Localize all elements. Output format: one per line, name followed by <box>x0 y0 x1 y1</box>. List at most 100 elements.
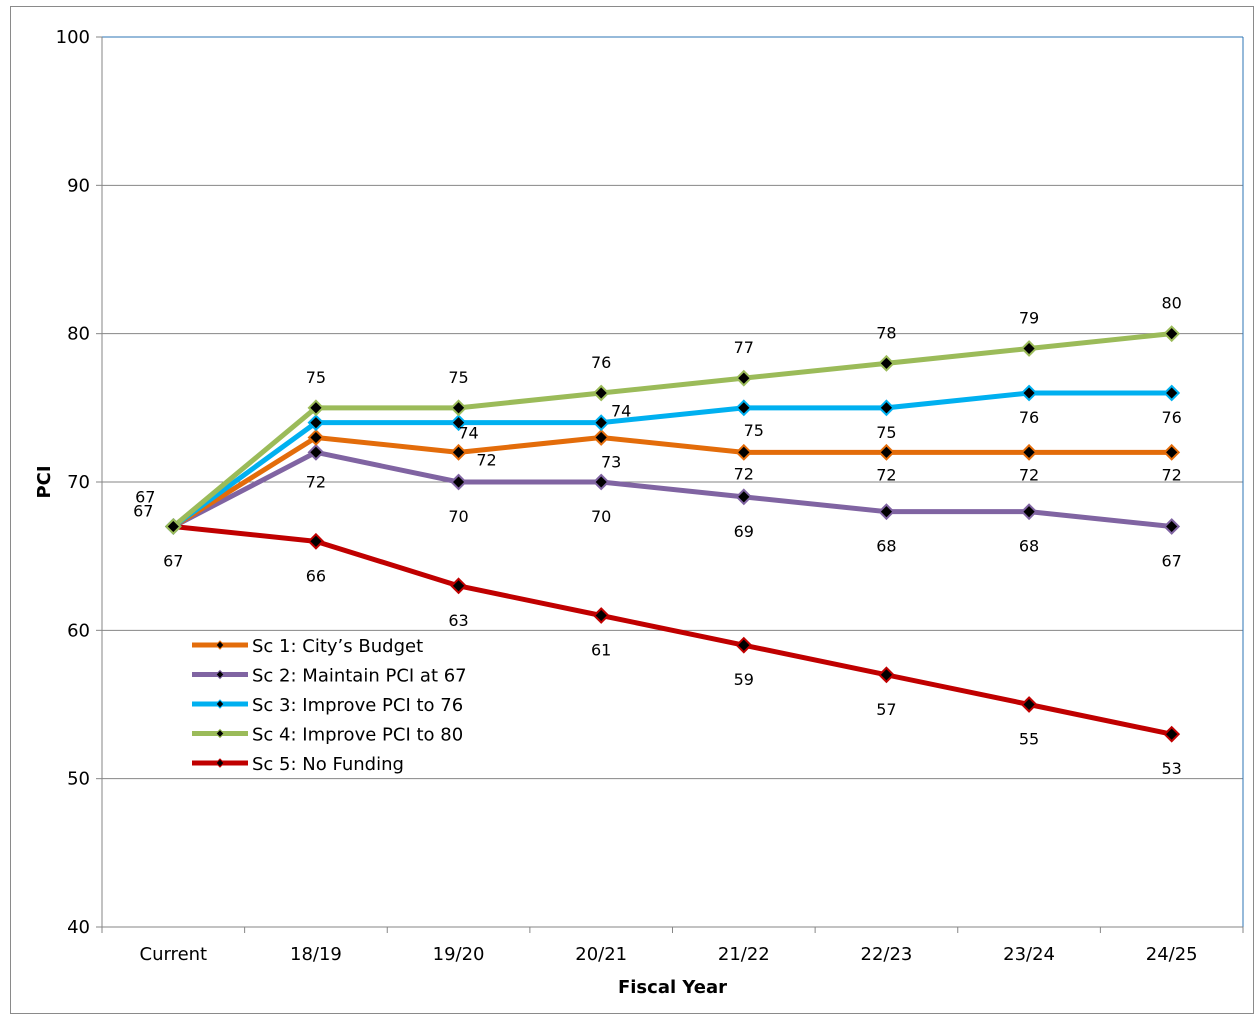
data-label: 72 <box>876 465 896 484</box>
data-marker <box>450 473 467 491</box>
data-label: 55 <box>1019 730 1039 749</box>
data-label: 76 <box>1162 408 1182 427</box>
data-label: 67 <box>133 502 153 521</box>
data-marker <box>735 636 753 654</box>
data-label: 70 <box>591 507 611 526</box>
legend-marker <box>215 640 225 650</box>
data-marker <box>592 384 610 402</box>
data-marker <box>1163 325 1181 343</box>
legend-label: Sc 3: Improve PCI to 76 <box>252 695 463 716</box>
data-label: 75 <box>448 368 468 387</box>
data-label: 70 <box>448 507 468 526</box>
y-axis-title: PCI <box>34 465 55 498</box>
data-label: 57 <box>876 700 896 719</box>
data-label: 72 <box>306 472 326 491</box>
data-label: 79 <box>1019 309 1039 328</box>
data-marker <box>878 503 895 521</box>
data-marker <box>450 399 467 417</box>
data-label: 59 <box>734 670 754 689</box>
data-label: 80 <box>1162 294 1182 313</box>
data-label: 53 <box>1162 759 1182 778</box>
data-label: 75 <box>306 368 326 387</box>
y-tick-label: 80 <box>67 324 90 345</box>
x-tick-label: 24/25 <box>1146 944 1198 965</box>
y-tick-label: 90 <box>67 175 90 196</box>
x-tick-label: 18/19 <box>290 944 342 965</box>
x-tick-label: 22/23 <box>861 944 913 965</box>
data-label: 72 <box>734 464 754 483</box>
legend-label: Sc 5: No Funding <box>252 754 404 775</box>
data-marker <box>307 414 325 432</box>
data-label: 63 <box>448 611 468 630</box>
data-marker <box>735 399 753 417</box>
data-marker <box>592 607 610 624</box>
x-tick-label: 20/21 <box>575 944 627 965</box>
data-marker <box>1020 443 1038 461</box>
legend-marker <box>215 758 225 768</box>
legend-marker <box>215 728 225 739</box>
x-axis-title: Fiscal Year <box>618 977 727 998</box>
data-marker <box>307 399 325 417</box>
chart-frame <box>10 6 1254 1014</box>
data-label: 66 <box>306 566 326 585</box>
series-line <box>171 331 1172 529</box>
data-marker <box>1020 340 1038 357</box>
data-label: 78 <box>876 323 896 342</box>
data-marker <box>1020 696 1038 713</box>
data-label: 77 <box>734 338 754 357</box>
legend-label: Sc 4: Improve PCI to 80 <box>252 725 463 746</box>
data-marker <box>735 369 753 387</box>
series-line <box>173 524 1173 737</box>
data-label: 72 <box>1162 465 1182 484</box>
y-tick-label: 50 <box>67 769 90 790</box>
data-label: 76 <box>591 353 611 372</box>
legend-label: Sc 2: Maintain PCI at 67 <box>252 666 467 687</box>
series-line <box>171 390 1172 529</box>
y-tick-label: 40 <box>67 917 90 938</box>
series-line <box>171 435 1172 529</box>
data-marker <box>1163 518 1181 535</box>
data-marker <box>1020 503 1038 521</box>
data-label: 67 <box>135 488 155 507</box>
data-marker <box>450 414 467 432</box>
data-label: 67 <box>163 552 183 571</box>
x-tick-label: 23/24 <box>1003 944 1055 965</box>
data-marker <box>1020 384 1038 402</box>
data-label: 68 <box>1019 537 1039 556</box>
data-marker <box>592 414 610 432</box>
data-marker <box>592 473 610 491</box>
data-marker <box>1163 443 1181 461</box>
legend-marker <box>215 669 225 680</box>
data-marker <box>307 532 325 550</box>
data-marker <box>878 354 895 372</box>
data-marker <box>450 577 467 595</box>
legend-label: Sc 1: City’s Budget <box>252 636 423 657</box>
data-label: 67 <box>1162 552 1182 571</box>
y-tick-label: 60 <box>67 620 90 641</box>
data-label: 76 <box>1019 408 1039 427</box>
legend-marker <box>215 699 225 709</box>
data-marker <box>1163 725 1181 743</box>
data-marker <box>878 443 895 461</box>
data-label: 68 <box>876 537 896 556</box>
y-tick-label: 70 <box>67 472 90 493</box>
data-marker <box>307 443 325 461</box>
x-tick-label: Current <box>140 944 208 965</box>
data-marker <box>1163 384 1181 402</box>
data-label: 73 <box>601 453 621 472</box>
x-tick-label: 21/22 <box>718 944 770 965</box>
data-marker <box>450 443 467 461</box>
data-marker <box>164 518 182 535</box>
series-line <box>172 449 1172 529</box>
y-tick-label: 100 <box>56 27 90 48</box>
data-label: 74 <box>611 402 631 421</box>
data-label: 61 <box>591 641 611 660</box>
data-label: 72 <box>1019 465 1039 484</box>
x-tick-label: 19/20 <box>433 944 485 965</box>
data-label: 69 <box>734 522 754 541</box>
data-marker <box>735 488 753 506</box>
data-marker <box>307 429 325 446</box>
data-marker <box>592 429 610 446</box>
data-marker <box>735 443 753 461</box>
